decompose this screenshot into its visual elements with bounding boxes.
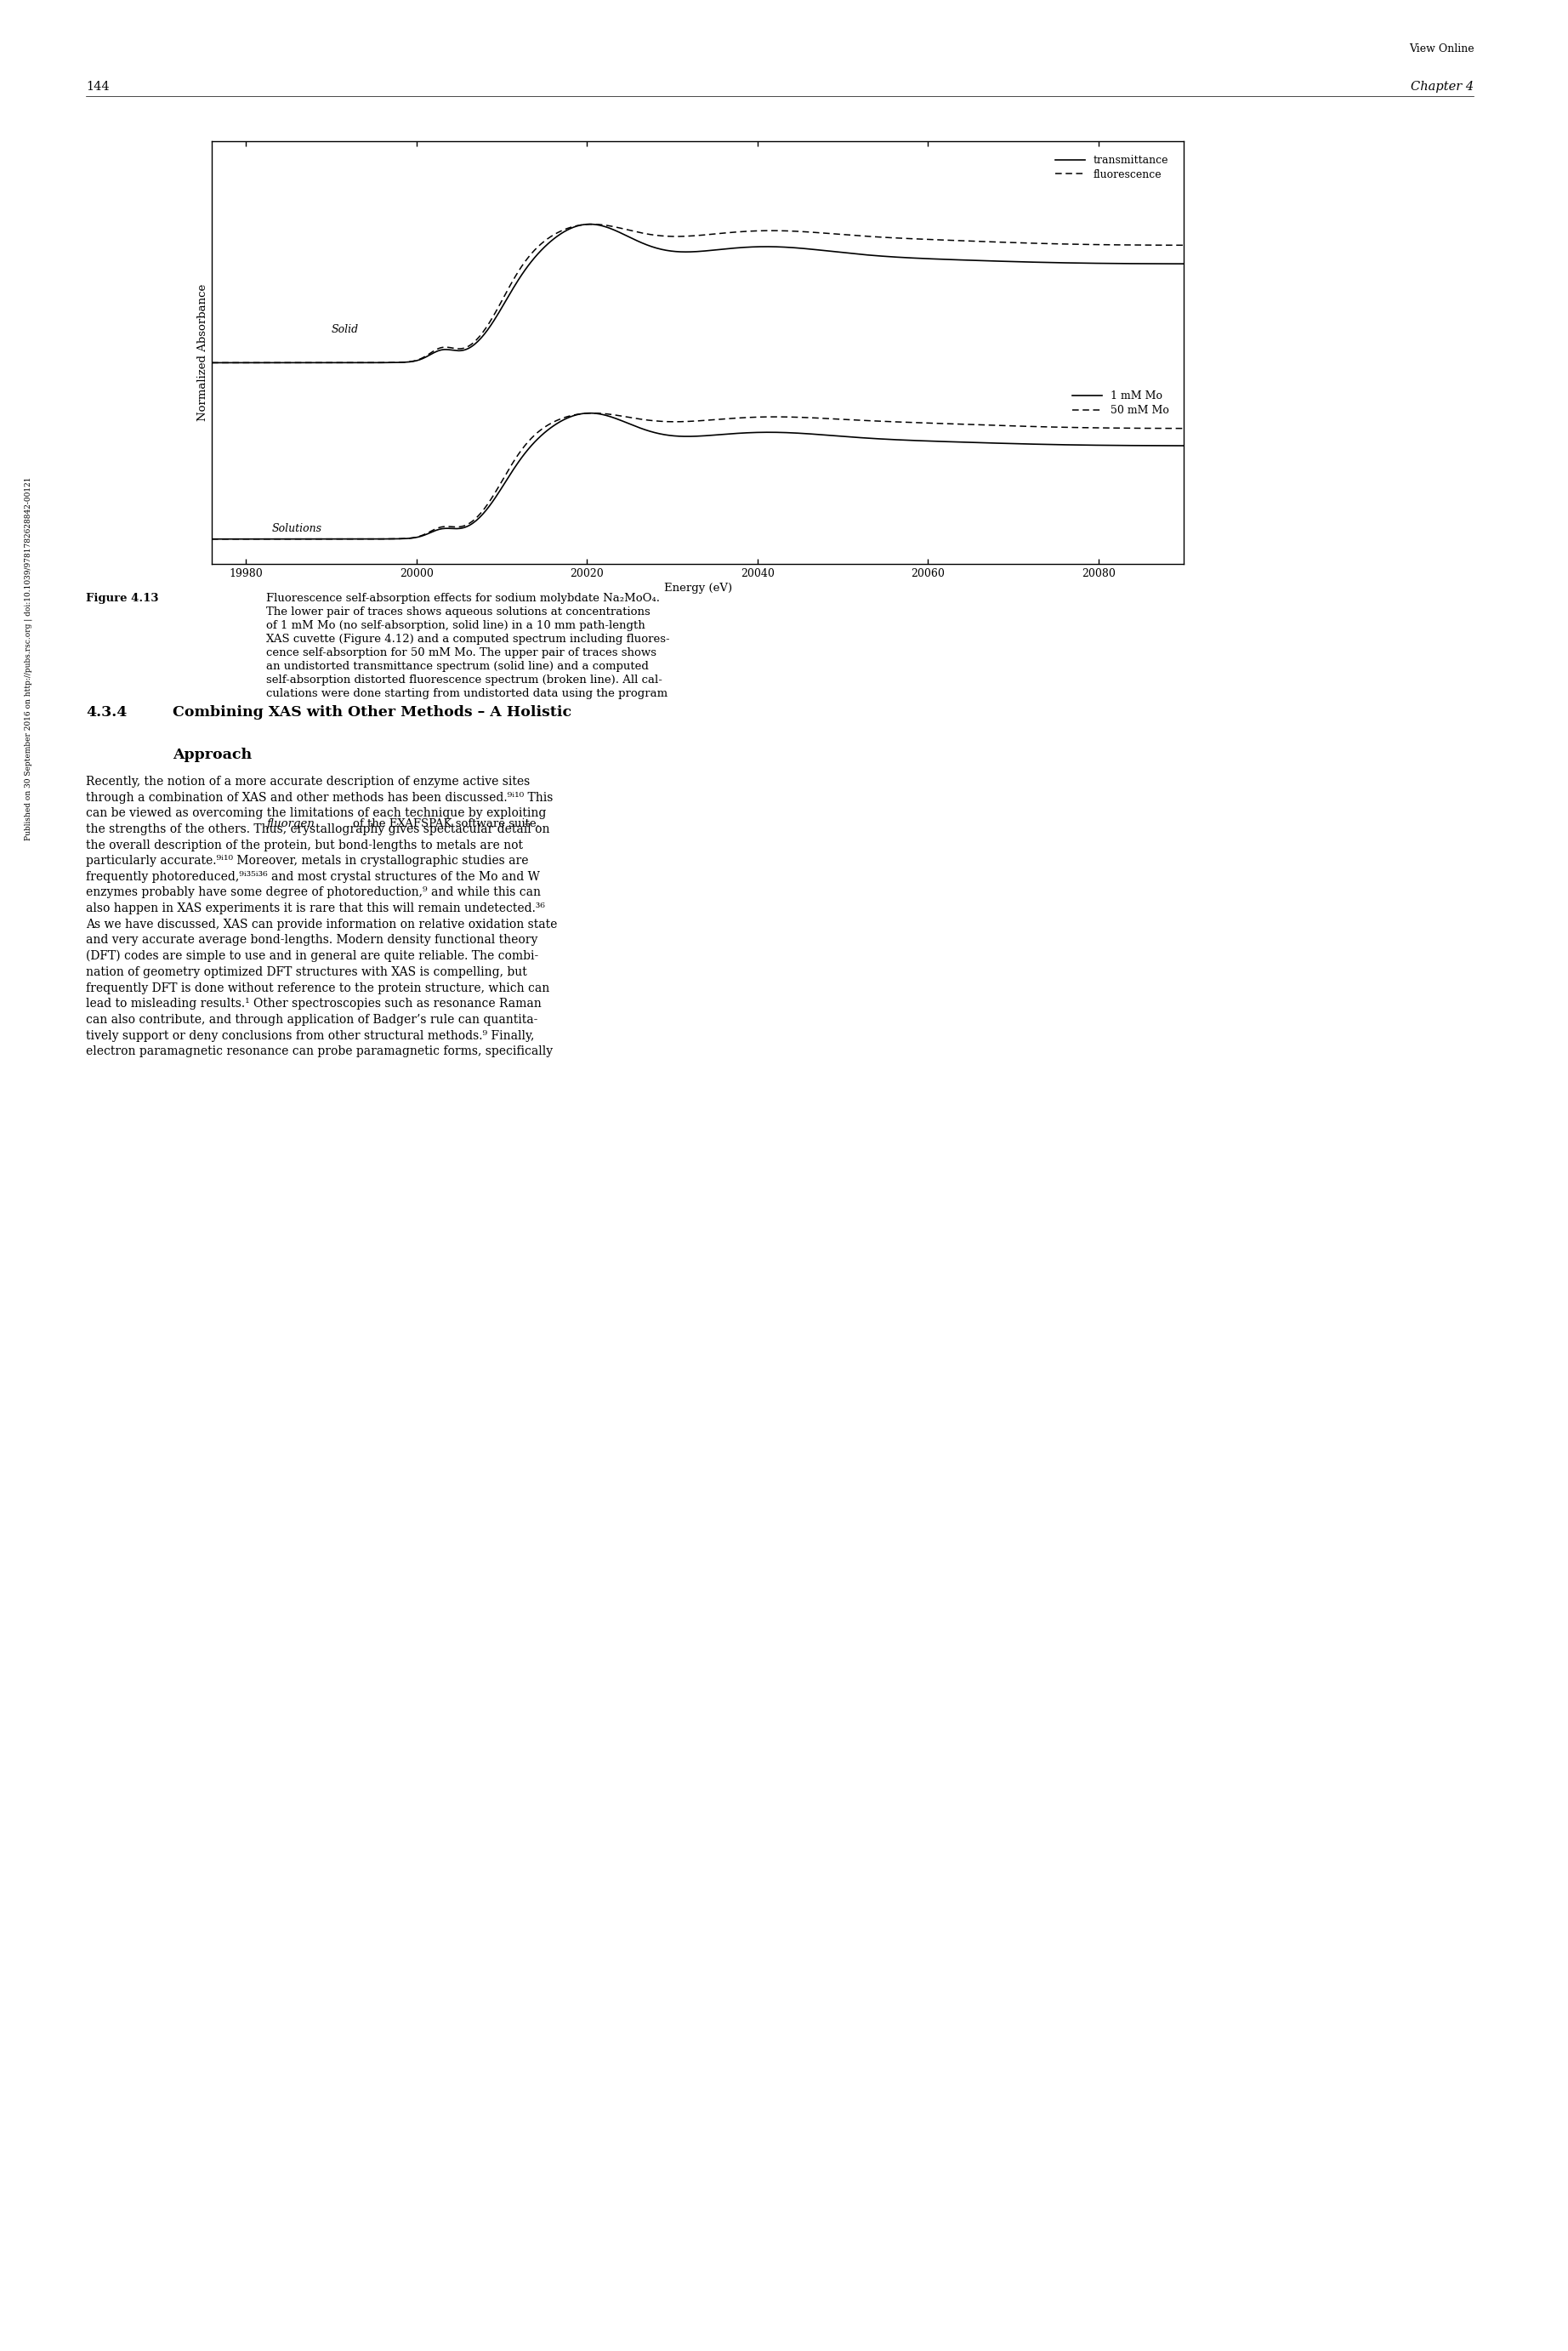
Text: Chapter 4: Chapter 4	[1411, 82, 1474, 94]
Text: of the EXAFSPAK software suite.: of the EXAFSPAK software suite.	[353, 818, 539, 830]
Text: Figure 4.13: Figure 4.13	[86, 592, 158, 604]
Text: Solid: Solid	[331, 324, 359, 336]
Legend: 1 mM Mo, 50 mM Mo: 1 mM Mo, 50 mM Mo	[1073, 390, 1168, 416]
Text: Approach: Approach	[172, 748, 252, 762]
Text: Combining XAS with Other Methods – A Holistic: Combining XAS with Other Methods – A Hol…	[172, 705, 571, 719]
Text: Published on 30 September 2016 on http://pubs.rsc.org | doi:10.1039/978178262884: Published on 30 September 2016 on http:/…	[24, 477, 33, 839]
Text: Solutions: Solutions	[271, 522, 321, 534]
Y-axis label: Normalized Absorbance: Normalized Absorbance	[198, 284, 209, 421]
Text: View Online: View Online	[1408, 42, 1474, 54]
X-axis label: Energy (eV): Energy (eV)	[663, 583, 732, 595]
Text: 144: 144	[86, 82, 110, 94]
Text: 4.3.4: 4.3.4	[86, 705, 127, 719]
Text: Fluorescence self-absorption effects for sodium molybdate Na₂MoO₄.
The lower pai: Fluorescence self-absorption effects for…	[267, 592, 670, 698]
Text: Recently, the notion of a more accurate description of enzyme active sites
throu: Recently, the notion of a more accurate …	[86, 776, 558, 1058]
Text: fluorgen: fluorgen	[267, 818, 315, 830]
